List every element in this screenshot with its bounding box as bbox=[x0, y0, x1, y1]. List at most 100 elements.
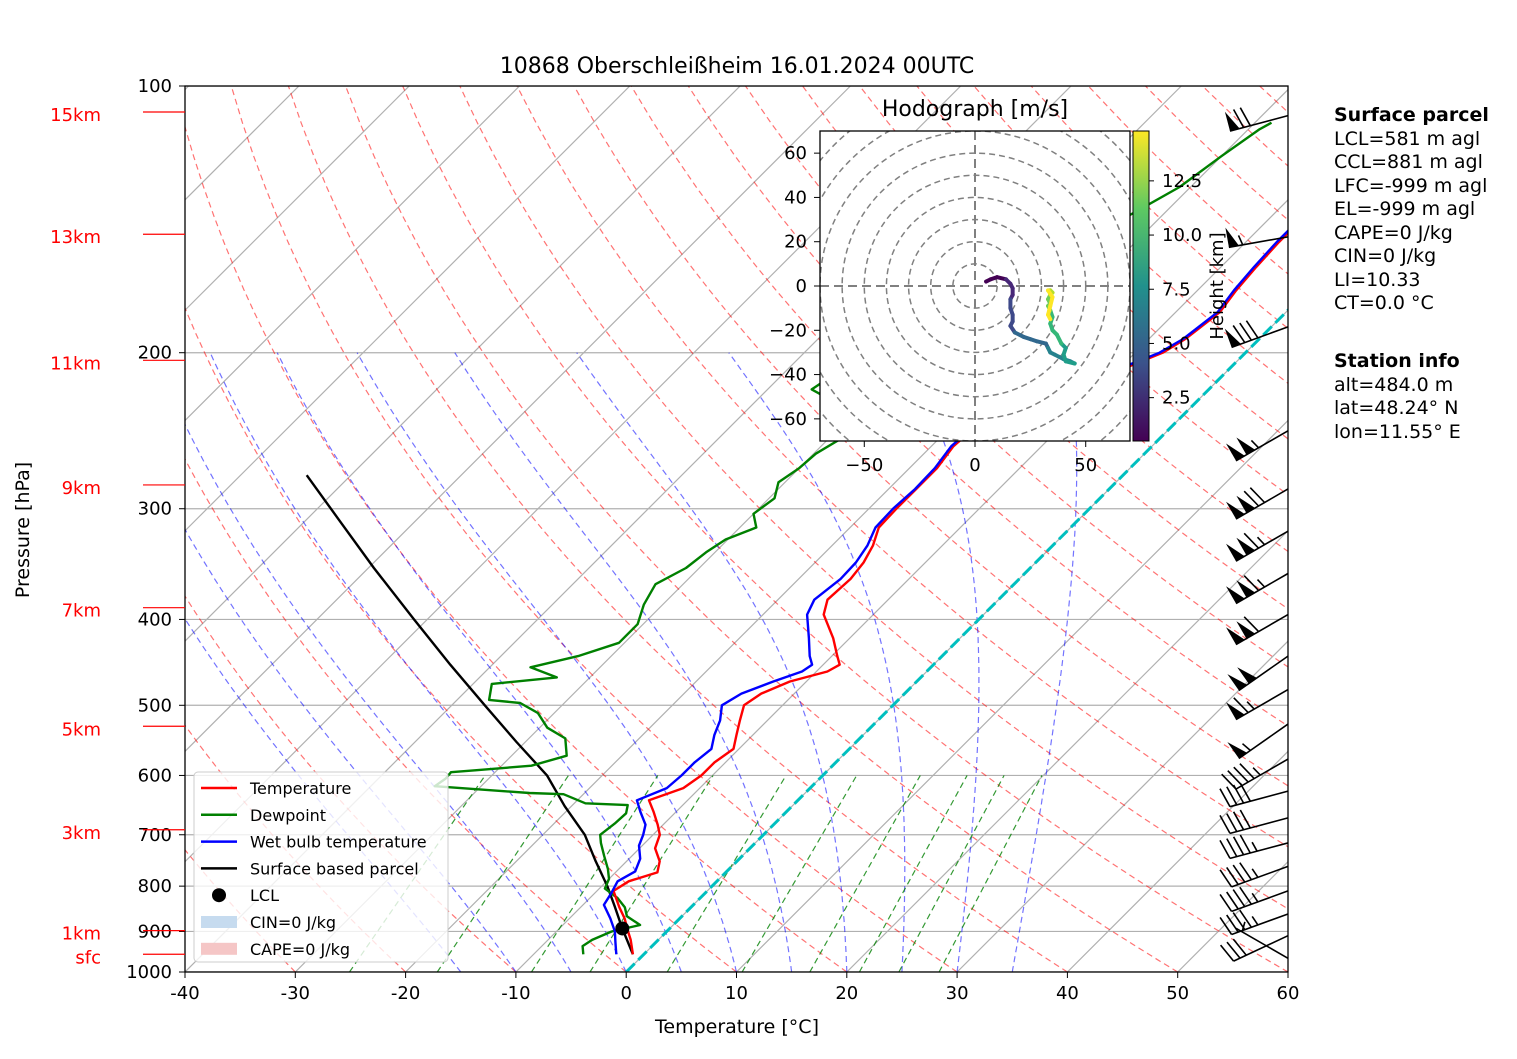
barb-half bbox=[1241, 743, 1251, 752]
legend-swatch bbox=[201, 942, 237, 955]
legend-swatch bbox=[201, 916, 237, 928]
wind-barb bbox=[1219, 834, 1289, 860]
isotherm-line bbox=[185, 86, 741, 642]
barb-half bbox=[1237, 235, 1244, 246]
x-tick-label: -40 bbox=[170, 983, 199, 1004]
barb-pennant bbox=[1225, 227, 1239, 248]
dry-adiabat bbox=[287, 86, 1068, 972]
y-axis-label: Pressure [hPa] bbox=[12, 462, 34, 598]
wind-barb bbox=[1219, 809, 1289, 835]
x-tick-label: 40 bbox=[1056, 983, 1079, 1004]
hodograph-y-tick-label: 60 bbox=[784, 143, 807, 164]
station-lat: lat=48.24° N bbox=[1334, 397, 1459, 419]
hodograph-y-tick-label: −20 bbox=[769, 320, 807, 341]
barb-full bbox=[1232, 912, 1246, 931]
hodograph-x-tick-label: 0 bbox=[969, 455, 980, 476]
parcel-li: LI=10.33 bbox=[1334, 268, 1421, 291]
barb-pennant bbox=[1236, 437, 1256, 455]
barb-full bbox=[1232, 811, 1245, 831]
barb-pennant bbox=[1236, 537, 1256, 556]
station-alt: alt=484.0 m bbox=[1334, 373, 1454, 396]
hodograph-title: Hodograph [m/s] bbox=[882, 97, 1068, 122]
dry-adiabat bbox=[402, 86, 1288, 972]
legend-label: Temperature bbox=[249, 779, 351, 798]
barb-half bbox=[1256, 579, 1266, 588]
barb-full bbox=[1219, 944, 1235, 962]
y-tick-label: 100 bbox=[138, 76, 172, 97]
barb-pennant bbox=[1236, 580, 1256, 598]
wind-barb bbox=[1221, 758, 1289, 790]
barb-pennant bbox=[1226, 702, 1245, 720]
barb-full bbox=[1245, 320, 1259, 339]
wind-barb bbox=[1226, 430, 1289, 462]
parcel-cape: CAPE=0 J/kg bbox=[1334, 221, 1453, 244]
isotherm-line bbox=[736, 419, 1288, 972]
barb-full bbox=[1239, 909, 1253, 928]
barb-full bbox=[1239, 107, 1251, 127]
legend-label: LCL bbox=[250, 886, 279, 905]
y-tick-label: 500 bbox=[138, 695, 172, 716]
barb-shaft bbox=[1231, 326, 1289, 349]
parcel-lfc: LFC=-999 m agl bbox=[1334, 174, 1488, 197]
height-label: 11km bbox=[50, 353, 101, 374]
barb-full bbox=[1233, 697, 1249, 714]
wind-barb bbox=[1226, 613, 1289, 646]
barb-shaft bbox=[1231, 865, 1289, 888]
legend-label: CIN=0 J/kg bbox=[250, 913, 336, 932]
y-tick-label: 400 bbox=[138, 609, 172, 630]
colorbar-tick-label: 12.5 bbox=[1162, 171, 1202, 192]
barb-full bbox=[1239, 763, 1255, 780]
x-tick-label: 10 bbox=[725, 983, 748, 1004]
mixing-ratio-line bbox=[666, 775, 787, 972]
mixing-ratio-line bbox=[858, 775, 968, 972]
dry-adiabat bbox=[185, 124, 848, 972]
hodograph-y-tick-label: 40 bbox=[784, 187, 807, 208]
barb-pennant bbox=[1226, 586, 1245, 604]
wind-barb bbox=[1225, 227, 1289, 249]
height-label: 5km bbox=[62, 719, 101, 740]
wind-barb bbox=[1219, 886, 1289, 913]
barb-half bbox=[1246, 701, 1255, 710]
hodograph-y-tick-label: 20 bbox=[784, 232, 807, 253]
barb-shaft bbox=[1231, 913, 1289, 936]
x-tick-label: -10 bbox=[501, 983, 530, 1004]
barb-shaft bbox=[1235, 927, 1289, 959]
barb-full bbox=[1243, 616, 1260, 633]
barb-pennant bbox=[1226, 627, 1245, 645]
barb-full bbox=[1227, 770, 1243, 787]
isotherm-line bbox=[185, 86, 631, 532]
y-tick-label: 800 bbox=[138, 876, 172, 897]
x-tick-label: 50 bbox=[1166, 983, 1189, 1004]
lcl-marker bbox=[615, 921, 630, 936]
x-tick-label: 60 bbox=[1277, 983, 1300, 1004]
barb-shaft bbox=[1238, 723, 1289, 760]
barb-shaft bbox=[1238, 655, 1289, 692]
hodograph-segment bbox=[1046, 312, 1053, 322]
barb-full bbox=[1232, 889, 1246, 908]
barb-pennant bbox=[1236, 495, 1256, 513]
series-line-temperature bbox=[612, 231, 1288, 955]
barb-shaft bbox=[1235, 758, 1289, 790]
legend-swatch bbox=[212, 888, 226, 903]
barb-pennant bbox=[1227, 742, 1247, 759]
wind-barb bbox=[1227, 723, 1289, 760]
barb-full bbox=[1219, 916, 1233, 935]
hodograph-inset: Hodograph [m/s] −50 0 50 60 40 20 0 −20 −40 −60 2.5… bbox=[769, 97, 1228, 476]
barb-full bbox=[1226, 813, 1238, 832]
height-label: 15km bbox=[50, 105, 101, 126]
parcel-cin: CIN=0 J/kg bbox=[1334, 245, 1437, 267]
wind-barb bbox=[1226, 530, 1289, 562]
moist-adiabat bbox=[356, 352, 738, 972]
barb-shaft bbox=[1233, 934, 1289, 962]
barb-pennant bbox=[1237, 667, 1257, 684]
parcel-el: EL=-999 m agl bbox=[1334, 198, 1476, 220]
barb-full bbox=[1226, 786, 1238, 806]
mixing-ratio-line bbox=[741, 775, 858, 972]
height-label: 3km bbox=[62, 823, 101, 844]
barb-full bbox=[1239, 862, 1253, 881]
isotherm-line bbox=[1066, 750, 1288, 972]
height-label: 13km bbox=[50, 227, 101, 248]
barb-full bbox=[1219, 788, 1231, 808]
colorbar-tick-label: 2.5 bbox=[1162, 388, 1191, 409]
isotherm-line bbox=[846, 529, 1288, 972]
